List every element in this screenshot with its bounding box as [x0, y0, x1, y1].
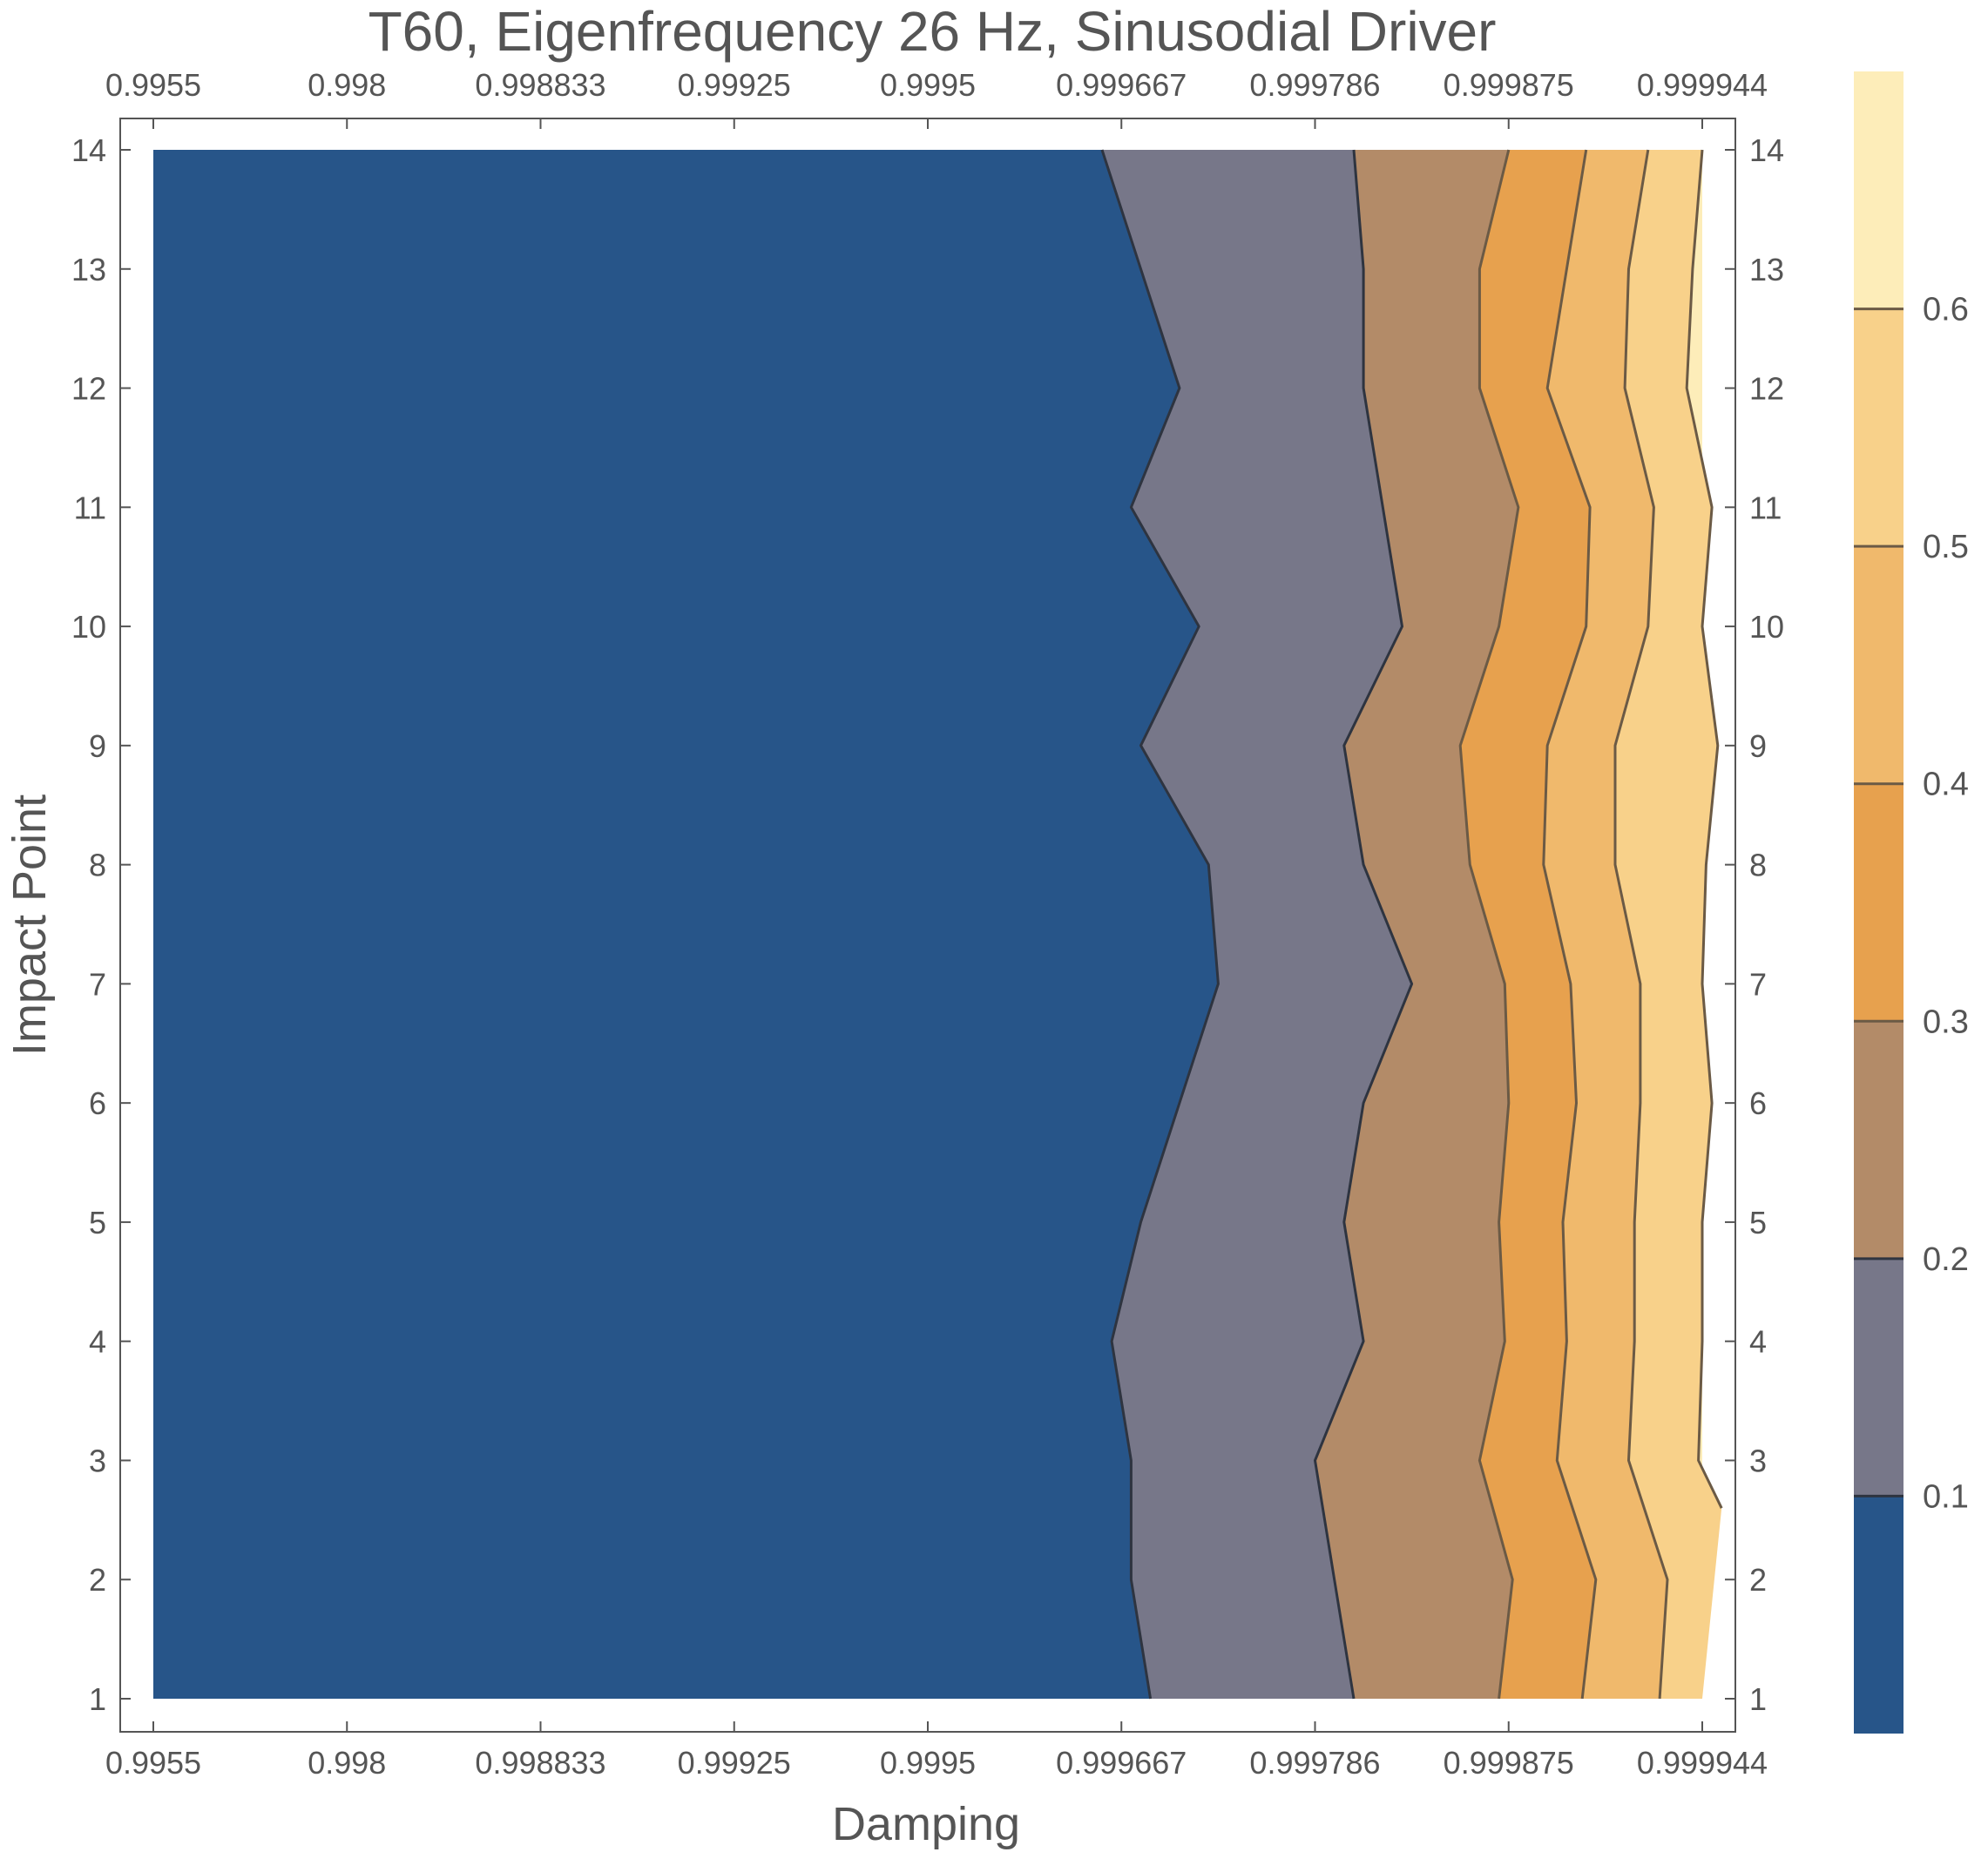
y-tick-label: 13 [71, 252, 106, 287]
x-tick-label: 0.999786 [1249, 1745, 1380, 1781]
contour-lines [1100, 149, 1723, 1700]
y-tick-label-right: 2 [1749, 1562, 1767, 1598]
colorbar-swatch [1854, 546, 1903, 784]
colorbar-swatch [1854, 1258, 1903, 1497]
contour-regions [153, 150, 1722, 1699]
y-axis-label: Impact Point [3, 794, 56, 1056]
x-tick-label: 0.998 [308, 1745, 386, 1781]
colorbar-label: 0.6 [1923, 292, 1969, 328]
y-tick-label-right: 6 [1749, 1085, 1767, 1121]
x-tick-label-top: 0.99925 [678, 67, 791, 103]
y-tick-label-right: 14 [1749, 132, 1784, 168]
x-axis-bottom: 0.9955 0.998 0.998833 0.99925 0.9995 0.999667… [105, 1721, 1768, 1781]
y-tick-label: 12 [71, 371, 106, 407]
y-tick-label-right: 10 [1749, 609, 1784, 645]
colorbar-label: 0.2 [1923, 1241, 1969, 1278]
x-tick-label-top: 0.999944 [1637, 67, 1768, 103]
x-tick-label: 0.9995 [880, 1745, 976, 1781]
y-tick-label: 1 [89, 1681, 106, 1717]
colorbar-swatch [1854, 1496, 1903, 1734]
y-tick-label: 7 [89, 966, 106, 1002]
y-tick-label: 3 [89, 1443, 106, 1478]
x-axis-top: 0.9955 0.998 0.998833 0.99925 0.9995 0.999667… [105, 67, 1768, 129]
x-tick-label-top: 0.998 [308, 67, 386, 103]
y-tick-label-right: 13 [1749, 252, 1784, 287]
colorbar-label: 0.5 [1923, 529, 1969, 565]
y-tick-label-right: 8 [1749, 848, 1767, 883]
x-axis-label: Damping [832, 1798, 1020, 1850]
colorbar-label: 0.4 [1923, 767, 1969, 803]
y-tick-label-right: 12 [1749, 371, 1784, 407]
y-tick-label-right: 9 [1749, 728, 1767, 764]
y-tick-label: 2 [89, 1562, 106, 1598]
contour-line-0.6 [1685, 149, 1723, 1509]
colorbar-label: 0.3 [1923, 1004, 1969, 1040]
contour-line-0.3 [1458, 149, 1520, 1700]
y-tick-label: 11 [74, 490, 106, 525]
x-tick-label-top: 0.9995 [880, 67, 976, 103]
y-tick-label: 4 [89, 1324, 106, 1360]
x-tick-label: 0.99925 [678, 1745, 791, 1781]
x-tick-label-top: 0.999875 [1444, 67, 1574, 103]
x-tick-label-top: 0.9955 [105, 67, 201, 103]
x-tick-label: 0.998833 [475, 1745, 605, 1781]
y-tick-label-right: 1 [1749, 1681, 1767, 1717]
y-tick-label: 5 [89, 1205, 106, 1240]
y-tick-label: 9 [89, 728, 106, 764]
x-tick-label: 0.9955 [105, 1745, 201, 1781]
colorbar-legend: 0.1 0.2 0.3 0.4 0.5 0.6 [1854, 71, 1969, 1734]
x-tick-label-top: 0.999786 [1249, 67, 1380, 103]
y-tick-label-right: 5 [1749, 1205, 1767, 1240]
colorbar-swatch [1854, 308, 1903, 547]
y-tick-label: 10 [71, 609, 106, 645]
contour-line-0.2 [1314, 149, 1414, 1700]
x-tick-label-top: 0.999667 [1056, 67, 1187, 103]
contour-line-0.5 [1613, 149, 1669, 1700]
y-tick-label-right: 11 [1749, 490, 1782, 525]
y-tick-label: 6 [89, 1085, 106, 1121]
region-fill-0 [153, 150, 1219, 1699]
y-tick-label-right: 3 [1749, 1443, 1767, 1478]
chart-title: T60, Eigenfrequency 26 Hz, Sinusodial Dr… [369, 0, 1497, 63]
y-tick-label: 8 [89, 848, 106, 883]
colorbar-swatch [1854, 71, 1903, 309]
x-tick-label: 0.999667 [1056, 1745, 1187, 1781]
colorbar-swatch [1854, 1021, 1903, 1259]
x-tick-label-top: 0.998833 [475, 67, 605, 103]
contour-line-0.4 [1542, 149, 1598, 1700]
colorbar-swatch [1854, 783, 1903, 1022]
y-tick-label-right: 7 [1749, 966, 1767, 1002]
contour-line-0.1 [1100, 149, 1220, 1700]
colorbar-label: 0.1 [1923, 1478, 1969, 1515]
x-tick-label: 0.999944 [1637, 1745, 1768, 1781]
x-tick-label: 0.999875 [1444, 1745, 1574, 1781]
y-tick-label: 14 [71, 132, 106, 168]
y-tick-label-right: 4 [1749, 1324, 1767, 1360]
